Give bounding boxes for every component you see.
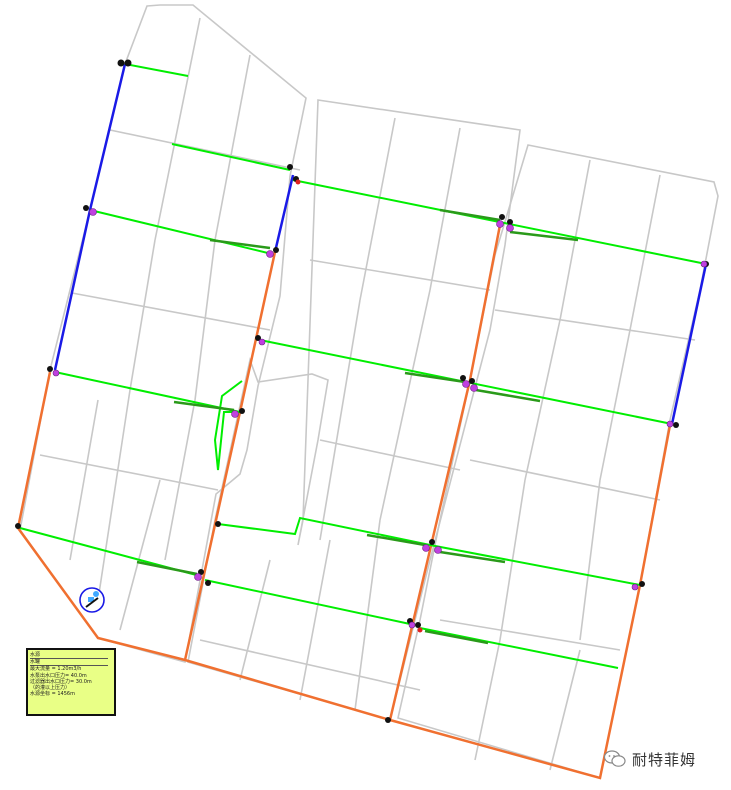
legend-row-note: （的灌以上压力） — [30, 685, 71, 692]
field-block-grid — [19, 4, 719, 780]
legend-row-pump-pressure: 水泵出水口压力= 40.0m — [30, 672, 87, 679]
legend-panel: 水源 水罐 最大流量 = 1.20m3/h 水泵出水口压力= 40.0m 过滤器… — [26, 648, 116, 716]
valve-black-markers — [15, 59, 709, 723]
legend-row-max-flow: 最大流量 = 1.20m3/h — [30, 666, 82, 673]
lateral-lines — [19, 63, 707, 669]
water-source-icon — [79, 587, 105, 613]
legend-row-source: 水源 — [30, 652, 108, 660]
legend-row-tank: 水罐 — [30, 659, 108, 667]
field-boundary-east — [397, 144, 719, 780]
lateral-dark-segments — [136, 208, 579, 645]
wechat-icon — [604, 750, 626, 767]
valve-purple-markers — [52, 208, 708, 629]
field-boundary-west — [19, 4, 307, 664]
watermark-text: 耐特菲姆 — [632, 750, 697, 769]
legend-row-coordinate: 水源坐标 = 1456m — [30, 691, 75, 698]
field-boundary-center — [187, 99, 521, 721]
watermark: 耐特菲姆 — [604, 748, 696, 770]
legend-row-filter-pressure: 过滤器出水口压力= 30.0m — [30, 678, 92, 685]
valve-red-markers — [295, 179, 423, 633]
